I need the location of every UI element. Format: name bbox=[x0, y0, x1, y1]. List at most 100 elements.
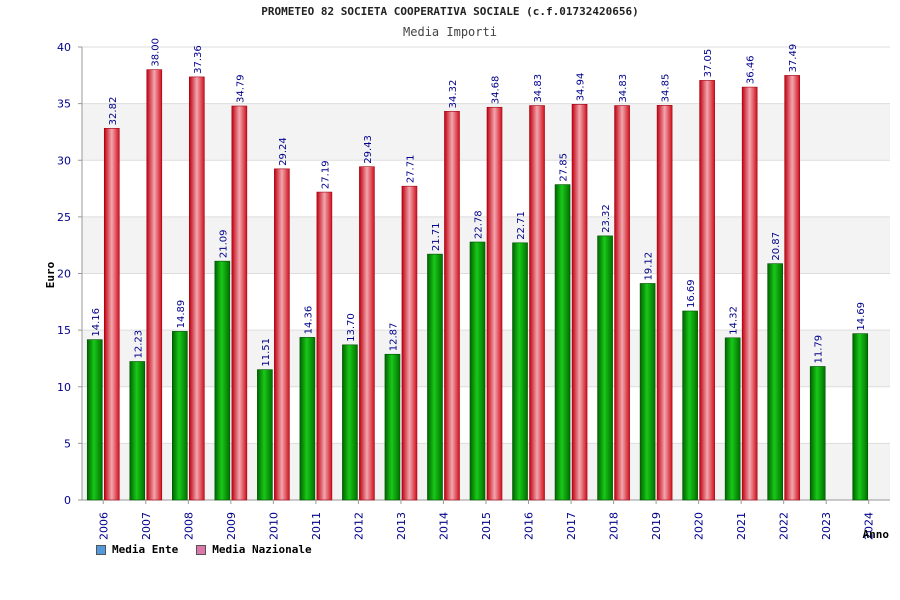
y-axis-label: Euro bbox=[44, 261, 57, 288]
bar-media-nazionale bbox=[401, 185, 418, 501]
x-tick-label: 2011 bbox=[310, 512, 323, 540]
bar-media-ente bbox=[597, 235, 613, 501]
bar-media-ente bbox=[852, 333, 869, 501]
data-label: 34.83 bbox=[533, 74, 544, 103]
legend-item-ente: Media Ente bbox=[96, 543, 178, 556]
data-label: 22.78 bbox=[474, 210, 485, 239]
bar-media-ente bbox=[172, 331, 188, 501]
data-label: 34.32 bbox=[448, 80, 459, 109]
x-tick-label: 2023 bbox=[820, 512, 833, 540]
bar-media-ente bbox=[767, 263, 783, 501]
bar-media-nazionale bbox=[571, 104, 588, 501]
data-label: 19.12 bbox=[644, 252, 655, 281]
bar-media-nazionale bbox=[146, 69, 163, 501]
bar-media-ente bbox=[554, 184, 571, 501]
data-label: 12.23 bbox=[133, 330, 144, 359]
data-label: 27.85 bbox=[559, 153, 570, 182]
x-tick-label: 2018 bbox=[608, 512, 621, 540]
y-tick-label: 25 bbox=[57, 211, 71, 224]
y-tick-label: 5 bbox=[64, 437, 71, 450]
bar-media-nazionale bbox=[486, 106, 503, 501]
bar-media-nazionale bbox=[231, 105, 248, 501]
y-tick-label: 20 bbox=[57, 268, 71, 281]
x-tick-label: 2020 bbox=[693, 512, 706, 540]
x-tick-label: 2016 bbox=[523, 512, 536, 540]
legend-label-nazionale: Media Nazionale bbox=[212, 543, 312, 556]
data-label: 29.43 bbox=[363, 135, 374, 164]
bar-media-ente bbox=[809, 366, 826, 501]
bar-media-ente bbox=[214, 260, 231, 501]
bar-media-ente bbox=[342, 344, 358, 501]
data-label: 34.85 bbox=[661, 74, 672, 103]
bar-media-nazionale bbox=[614, 105, 630, 501]
bar-media-nazionale bbox=[103, 128, 120, 501]
bar-media-nazionale bbox=[656, 105, 673, 501]
x-axis-label: Anno bbox=[863, 528, 890, 541]
data-label: 34.94 bbox=[576, 73, 587, 102]
data-label: 21.09 bbox=[218, 230, 229, 259]
bar-media-nazionale bbox=[444, 111, 460, 501]
bar-media-nazionale bbox=[741, 86, 758, 501]
data-label: 34.83 bbox=[618, 74, 629, 103]
y-tick-label: 40 bbox=[57, 41, 71, 54]
bar-media-ente bbox=[129, 361, 146, 501]
x-tick-label: 2008 bbox=[182, 512, 195, 540]
data-label: 34.68 bbox=[491, 76, 502, 105]
bar-media-nazionale bbox=[274, 168, 290, 501]
bar-media-ente bbox=[299, 337, 316, 501]
x-tick-label: 2021 bbox=[735, 512, 748, 540]
bar-media-nazionale bbox=[189, 76, 205, 501]
x-tick-label: 2015 bbox=[480, 512, 493, 540]
y-tick-label: 10 bbox=[57, 381, 71, 394]
legend-label-ente: Media Ente bbox=[112, 543, 179, 556]
bars bbox=[86, 69, 869, 501]
legend-item-nazionale: Media Nazionale bbox=[196, 543, 312, 556]
x-tick-label: 2013 bbox=[395, 512, 408, 540]
x-tick-label: 2014 bbox=[437, 512, 450, 540]
bar-media-nazionale bbox=[784, 75, 800, 501]
legend-swatch-ente bbox=[96, 544, 106, 555]
x-tick-label: 2024 bbox=[863, 512, 876, 540]
legend-swatch-nazionale bbox=[196, 544, 207, 555]
data-label: 27.71 bbox=[405, 155, 416, 184]
bar-media-ente bbox=[384, 353, 401, 501]
bar-media-nazionale bbox=[359, 166, 375, 501]
data-label: 14.89 bbox=[176, 300, 187, 329]
y-tick-label: 35 bbox=[57, 98, 71, 111]
data-label: 37.49 bbox=[788, 44, 799, 73]
data-label: 38.00 bbox=[150, 38, 161, 67]
bar-media-nazionale bbox=[699, 80, 715, 501]
data-label: 34.79 bbox=[235, 74, 246, 103]
data-label: 12.87 bbox=[388, 323, 399, 352]
bar-media-ente bbox=[427, 253, 443, 501]
bar-media-nazionale bbox=[529, 105, 545, 501]
data-label: 14.16 bbox=[91, 308, 102, 337]
x-tick-label: 2010 bbox=[267, 512, 280, 540]
data-label: 37.05 bbox=[703, 49, 714, 78]
data-label: 16.69 bbox=[686, 279, 697, 308]
data-label: 14.69 bbox=[856, 302, 867, 331]
data-label: 11.79 bbox=[814, 335, 825, 364]
y-tick-label: 30 bbox=[57, 154, 71, 167]
data-label: 37.36 bbox=[193, 45, 204, 74]
data-label: 27.19 bbox=[320, 160, 331, 189]
bar-media-ente bbox=[469, 241, 486, 501]
data-label: 11.51 bbox=[261, 338, 272, 367]
bar-media-nazionale bbox=[316, 191, 333, 501]
x-tick-label: 2012 bbox=[352, 512, 365, 540]
x-tick-label: 2019 bbox=[650, 512, 663, 540]
x-tick-label: 2007 bbox=[140, 512, 153, 540]
data-label: 14.32 bbox=[729, 306, 740, 335]
data-label: 20.87 bbox=[771, 232, 782, 261]
x-tick-label: 2009 bbox=[225, 512, 238, 540]
data-label: 23.32 bbox=[601, 204, 612, 233]
y-tick-label: 15 bbox=[57, 324, 71, 337]
data-label: 29.24 bbox=[278, 137, 289, 166]
data-labels: 14.16 32.82 12.23 38.00 14.89 37.36 21.09 34.79… bbox=[91, 38, 867, 367]
data-label: 14.36 bbox=[303, 306, 314, 335]
x-tick-label: 2006 bbox=[97, 512, 110, 540]
data-label: 13.70 bbox=[346, 313, 357, 342]
bar-media-ente bbox=[512, 242, 528, 501]
data-label: 32.82 bbox=[108, 97, 119, 126]
